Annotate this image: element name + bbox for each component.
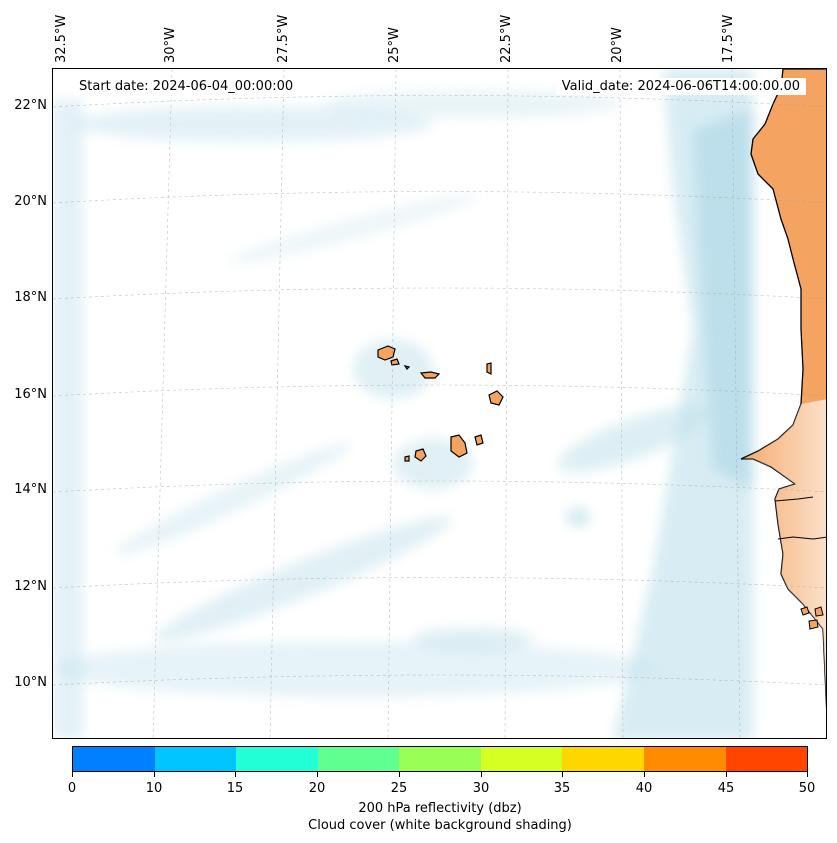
lat-line-14n <box>53 480 826 493</box>
lon-label-22-5w: 22.5°W <box>499 14 514 63</box>
lat-line-20n <box>53 191 826 204</box>
cloud-blob-2 <box>413 627 533 651</box>
cloud-band-east-core <box>693 109 753 489</box>
lat-label-16n: 16°N <box>14 387 47 402</box>
colorbar-tick <box>644 772 645 777</box>
colorbar-tick <box>807 772 808 777</box>
africa-coast-shade <box>741 399 826 696</box>
lat-line-12n <box>53 577 826 589</box>
colorbar-tick-label-20: 20 <box>308 781 326 796</box>
colorbar-label: 200 hPa reflectivity (dbz) <box>358 801 522 816</box>
reflectivity-colorbar <box>72 746 808 772</box>
cloud-islands <box>353 339 433 399</box>
colorbar-tick <box>726 772 727 777</box>
colorbar-tick-label-50: 50 <box>798 781 816 796</box>
colorbar-sublabel: Cloud cover (white background shading) <box>308 818 572 833</box>
bijagos-island-3 <box>814 606 824 617</box>
colorbar-tick-label-0: 0 <box>67 781 77 796</box>
island-sal <box>486 362 492 375</box>
cloud-streak-south <box>53 641 653 697</box>
lon-line-27-5w <box>269 69 285 738</box>
bijagos-island-1 <box>800 606 810 616</box>
colorbar-tick-label-45: 45 <box>717 781 735 796</box>
gambia-river <box>774 496 814 502</box>
island-brava <box>404 455 410 462</box>
lon-line-22-5w <box>504 69 509 738</box>
graticule <box>53 69 826 738</box>
lon-label-30w: 30°W <box>163 27 178 63</box>
cloud-streak-sw2 <box>115 442 351 556</box>
cloud-streak-ne <box>227 193 479 265</box>
lon-label-32-5w: 32.5°W <box>54 14 69 63</box>
island-santo-antao <box>377 345 396 361</box>
colorbar-segment-40-45 <box>643 747 726 771</box>
lat-line-16n <box>53 384 826 397</box>
colorbar-tick-label-15: 15 <box>226 781 244 796</box>
cape-verde-islands <box>377 345 504 462</box>
cloud-blob-1 <box>566 507 590 527</box>
colorbar-segment-35-40 <box>562 747 644 771</box>
lon-line-30w <box>152 69 173 738</box>
colorbar-tick-label-30: 30 <box>472 781 490 796</box>
cloud-north-streak <box>73 106 433 142</box>
island-sao-nicolau <box>419 371 441 379</box>
bijagos-island-2 <box>808 619 819 630</box>
cloud-streak-sw1 <box>154 516 452 642</box>
lat-line-22n <box>53 95 826 108</box>
lat-label-22n: 22°N <box>14 98 47 113</box>
lon-label-25w: 25°W <box>387 27 402 63</box>
lon-label-20w: 20°W <box>610 27 625 63</box>
lat-label-20n: 20°N <box>14 194 47 209</box>
colorbar-tick-label-40: 40 <box>635 781 653 796</box>
colorbar-tick <box>399 772 400 777</box>
island-sao-vicente <box>390 358 400 366</box>
cloud-cover-layer <box>53 69 753 738</box>
colorbar-tick <box>72 772 73 777</box>
lat-label-14n: 14°N <box>14 482 47 497</box>
colorbar-tick <box>317 772 318 777</box>
island-fogo <box>414 448 427 462</box>
colorbar-tick-label-10: 10 <box>145 781 163 796</box>
lon-line-20w <box>619 69 624 738</box>
colorbar-tick-label-25: 25 <box>390 781 408 796</box>
guinea-bissau-coast <box>777 536 826 540</box>
cloud-streak-central <box>557 405 709 473</box>
map-panel[interactable]: Start date: 2024-06-04_00:00:00 Valid_da… <box>52 68 827 739</box>
colorbar-tick <box>154 772 155 777</box>
cloud-north-streak-2 <box>323 90 623 118</box>
colorbar-tick-label-35: 35 <box>553 781 571 796</box>
island-boa-vista <box>488 390 504 406</box>
island-maio <box>474 434 484 446</box>
lat-line-18n <box>53 287 826 300</box>
colorbar-segment-45-50 <box>725 747 808 771</box>
lat-label-18n: 18°N <box>14 290 47 305</box>
colorbar-segment-20-25 <box>317 747 400 771</box>
colorbar-segment-30-35 <box>480 747 563 771</box>
island-santa-luzia <box>403 365 411 370</box>
colorbar-tick <box>235 772 236 777</box>
colorbar-segment-15-20 <box>236 747 318 771</box>
map-canvas <box>53 69 826 738</box>
colorbar-segment-10-15 <box>154 747 237 771</box>
island-santiago <box>450 434 468 458</box>
cloud-band-west <box>53 99 83 738</box>
valid-date-label: Valid_date: 2024-06-06T14:00:00.00 <box>555 78 806 95</box>
lat-label-12n: 12°N <box>14 579 47 594</box>
lon-line-25w <box>387 69 397 738</box>
colorbar-tick <box>562 772 563 777</box>
colorbar-segment-0-10 <box>73 747 155 771</box>
start-date-label: Start date: 2024-06-04_00:00:00 <box>73 78 300 95</box>
lon-label-27-5w: 27.5°W <box>276 14 291 63</box>
lon-line-17-5w <box>731 69 741 738</box>
colorbar-segment-25-30 <box>399 747 481 771</box>
lat-label-10n: 10°N <box>14 675 47 690</box>
colorbar-tick <box>481 772 482 777</box>
lat-line-10n <box>53 674 826 686</box>
lon-label-17-5w: 17.5°W <box>721 14 736 63</box>
